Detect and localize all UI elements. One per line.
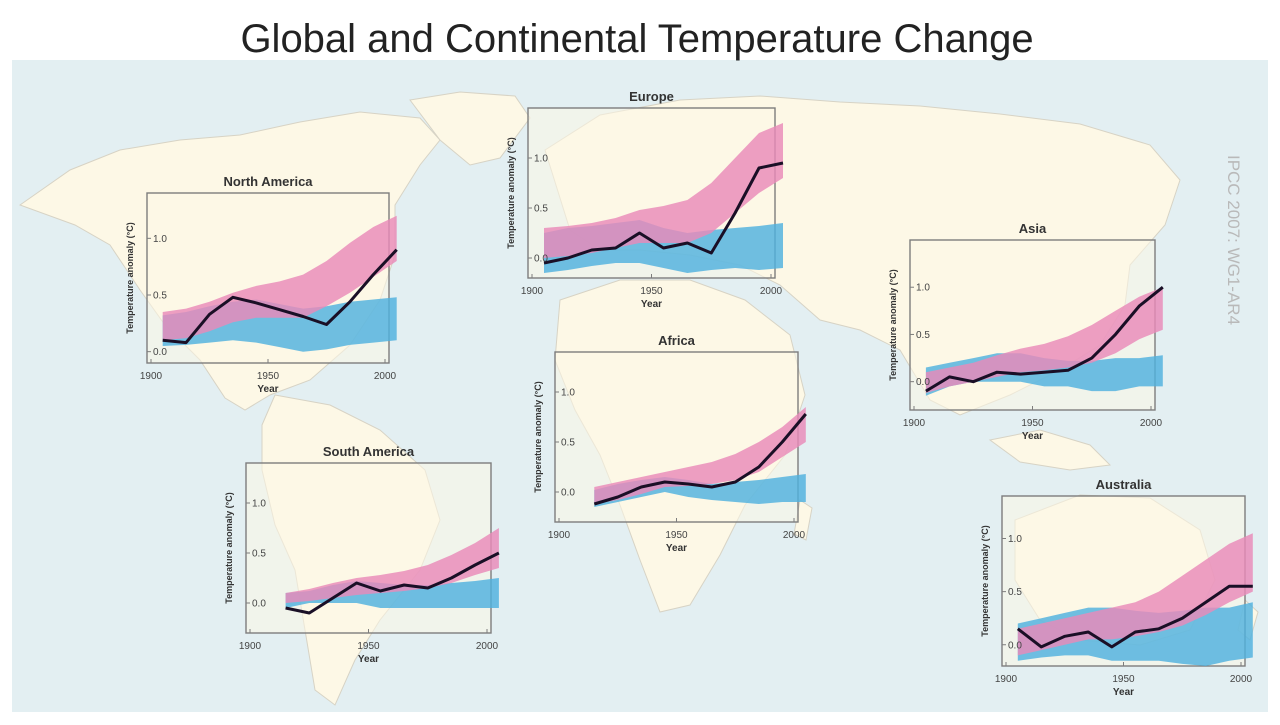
south-america-panel-title: South America [323, 444, 415, 459]
africa-y-tick-label: 1.0 [561, 388, 575, 399]
asia-y-tick-label: 1.0 [916, 283, 930, 294]
north-america-y-tick-label: 0.0 [153, 347, 167, 358]
north-america-y-tick-label: 1.0 [153, 234, 167, 245]
south-america-y-axis-label: Temperature anomaly (°C) [224, 492, 234, 603]
europe-y-tick-label: 1.0 [534, 154, 548, 165]
europe-x-tick-label: 1900 [521, 286, 544, 297]
panel-australia: Australia 1900 1950 2000 0.0 0.5 1.0 Year Temper… [980, 477, 1253, 698]
africa-combined-forcings-band [594, 407, 806, 504]
asia-x-tick-label: 2000 [1140, 418, 1163, 429]
south-america-observed-line [285, 551, 500, 615]
africa-y-tick-label: 0.5 [561, 438, 575, 449]
asia-y-tick-label: 0.5 [916, 330, 930, 341]
continent-greenland [409, 91, 531, 166]
australia-x-tick-label: 2000 [1230, 674, 1253, 685]
south-america-combined-forcings-band [285, 528, 499, 603]
south-america-x-axis-label: Year [358, 654, 379, 665]
australia-combined-forcings-band [1017, 533, 1253, 656]
panel-north-america: North America 1900 1950 2000 0.0 0.5 1.0 Year Te… [125, 174, 398, 395]
asia-panel-title: Asia [1019, 221, 1047, 236]
europe-y-tick-label: 0.0 [534, 254, 548, 265]
south-america-x-tick-label: 2000 [476, 641, 499, 652]
asia-observed-line [925, 286, 1164, 393]
asia-y-axis-label: Temperature anomaly (°C) [888, 269, 898, 380]
europe-x-tick-label: 2000 [760, 286, 783, 297]
australia-y-tick-label: 0.5 [1008, 587, 1022, 598]
panel-south-america: South America 1900 1950 2000 0.0 0.5 1.0 Year Te… [224, 444, 500, 665]
south-america-x-tick-label: 1900 [239, 641, 262, 652]
continent-southeast-asia-islands [988, 429, 1112, 471]
north-america-panel-title: North America [223, 174, 313, 189]
australia-observed-line [1016, 584, 1253, 649]
asia-combined-forcings-band [925, 287, 1163, 393]
australia-y-tick-label: 0.0 [1008, 640, 1022, 651]
south-america-y-tick-label: 0.0 [252, 599, 266, 610]
australia-x-tick-label: 1950 [1112, 674, 1135, 685]
north-america-y-axis-label: Temperature anomaly (°C) [125, 222, 135, 333]
north-america-x-tick-label: 2000 [374, 371, 397, 382]
asia-x-axis-label: Year [1022, 431, 1043, 442]
europe-observed-line [543, 161, 784, 265]
panel-africa: Africa 1900 1950 2000 0.0 0.5 1.0 Year Temperatu… [533, 333, 807, 554]
credit-label: IPCC 2007: WG1-AR4 [1224, 155, 1243, 325]
australia-x-tick-label: 1900 [995, 674, 1018, 685]
south-america-x-tick-label: 1950 [357, 641, 380, 652]
africa-y-tick-label: 0.0 [561, 488, 575, 499]
asia-y-tick-label: 0.0 [916, 377, 930, 388]
europe-panel-title: Europe [629, 89, 674, 104]
panel-europe: Europe 1900 1950 2000 0.0 0.5 1.0 Year Temperatu… [506, 89, 784, 310]
panel-asia: Asia 1900 1950 2000 0.0 0.5 1.0 Year Temperature… [888, 221, 1164, 442]
regional-panels: North America 1900 1950 2000 0.0 0.5 1.0 Year Te… [125, 89, 1253, 698]
north-america-combined-forcings-band [162, 215, 397, 341]
europe-x-tick-label: 1950 [640, 286, 663, 297]
north-america-observed-line [162, 248, 398, 345]
figure-title: Global and Continental Temperature Chang… [240, 17, 1033, 61]
asia-x-tick-label: 1900 [903, 418, 926, 429]
africa-observed-line [593, 413, 807, 506]
europe-y-tick-label: 0.5 [534, 204, 548, 215]
africa-x-tick-label: 1950 [665, 530, 688, 541]
north-america-x-axis-label: Year [257, 384, 278, 395]
south-america-y-tick-label: 0.5 [252, 549, 266, 560]
australia-y-tick-label: 1.0 [1008, 534, 1022, 545]
north-america-x-tick-label: 1950 [257, 371, 280, 382]
africa-x-axis-label: Year [666, 543, 687, 554]
europe-x-axis-label: Year [641, 299, 662, 310]
australia-x-axis-label: Year [1113, 687, 1134, 698]
africa-x-tick-label: 2000 [783, 530, 806, 541]
asia-x-tick-label: 1950 [1021, 418, 1044, 429]
africa-y-axis-label: Temperature anomaly (°C) [533, 381, 543, 492]
australia-y-axis-label: Temperature anomaly (°C) [980, 525, 990, 636]
north-america-x-tick-label: 1900 [140, 371, 163, 382]
north-america-y-tick-label: 0.5 [153, 291, 167, 302]
africa-x-tick-label: 1900 [548, 530, 571, 541]
africa-panel-title: Africa [658, 333, 696, 348]
south-america-y-tick-label: 1.0 [252, 499, 266, 510]
australia-panel-title: Australia [1096, 477, 1152, 492]
europe-combined-forcings-band [544, 123, 783, 258]
europe-y-axis-label: Temperature anomaly (°C) [506, 137, 516, 248]
